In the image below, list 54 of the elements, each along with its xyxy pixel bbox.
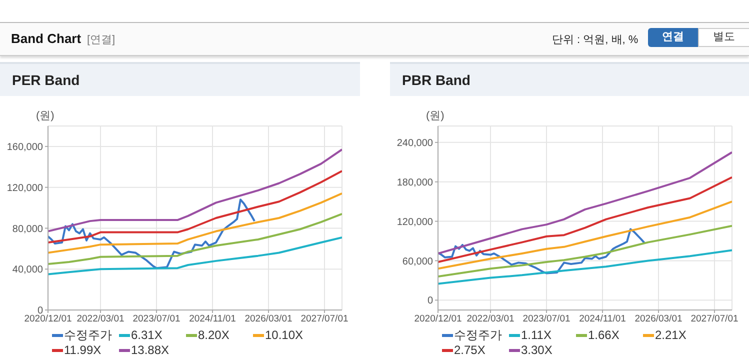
line-series (438, 228, 646, 274)
y-tick-label: 60,000 (402, 256, 434, 268)
x-tick-label: 2022/03/01 (466, 314, 514, 325)
y-tick-label: 180,000 (396, 177, 434, 188)
legend-label: 3.30X (520, 343, 554, 358)
y-tick-label: 120,000 (6, 182, 44, 194)
x-tick-label: 2026/03/01 (244, 314, 292, 325)
y-tick-label: 160,000 (6, 142, 44, 153)
line-series (48, 148, 342, 232)
line-series (438, 224, 732, 278)
x-tick-label: 2027/07/01 (690, 314, 738, 325)
legend-label: 수정주가 (453, 328, 503, 343)
legend-label: 11.99X (63, 343, 102, 358)
line-series (438, 176, 732, 264)
line-series (438, 151, 732, 254)
line-series (438, 200, 732, 270)
y-tick-label: 120,000 (396, 216, 434, 228)
y-axis-title: (원) (426, 109, 444, 123)
legend-label: 13.88X (130, 343, 170, 358)
text: 별도 (698, 28, 749, 47)
y-tick-label: 80,000 (12, 224, 44, 235)
chart-title: PER Band (0, 62, 360, 96)
y-tick-label: 40,000 (12, 264, 44, 276)
text: 단위 : 억원, 배, % (552, 33, 638, 47)
chart-title: PBR Band (390, 62, 749, 96)
x-tick-label: 2023/07/01 (132, 314, 180, 325)
x-tick-label: 2023/07/01 (522, 314, 570, 325)
x-tick-label: 2027/07/01 (300, 314, 348, 325)
legend-label: 1.66X (587, 328, 620, 343)
legend-label: 2.21X (654, 328, 688, 343)
legend-label: 10.10X (264, 328, 304, 343)
text: 연결 (648, 28, 698, 47)
x-tick-label: 2024/11/01 (189, 314, 236, 325)
line-series (438, 249, 732, 285)
line-series (48, 170, 342, 244)
legend-label: 2.75X (453, 343, 486, 358)
y-tick-label: 0 (427, 296, 434, 307)
legend-label: 8.20X (197, 328, 230, 343)
line-series (48, 236, 342, 276)
x-tick-label: 2020/12/01 (414, 314, 462, 325)
text: Band Chart (11, 31, 82, 46)
x-tick-label: 2022/03/01 (76, 314, 124, 325)
legend-label: 수정주가 (63, 328, 113, 343)
line-series (48, 198, 256, 270)
x-tick-label: 2024/11/01 (579, 314, 626, 325)
y-tick-label: 240,000 (396, 138, 434, 149)
x-tick-label: 2026/03/01 (634, 314, 682, 325)
legend-label: 6.31X (130, 328, 164, 343)
x-tick-label: 2020/12/01 (24, 314, 72, 325)
line-series (48, 212, 342, 265)
y-axis-title: (원) (36, 109, 54, 123)
line-series (48, 192, 342, 254)
legend-label: 1.11X (520, 328, 552, 343)
text: [연결] (87, 33, 116, 47)
